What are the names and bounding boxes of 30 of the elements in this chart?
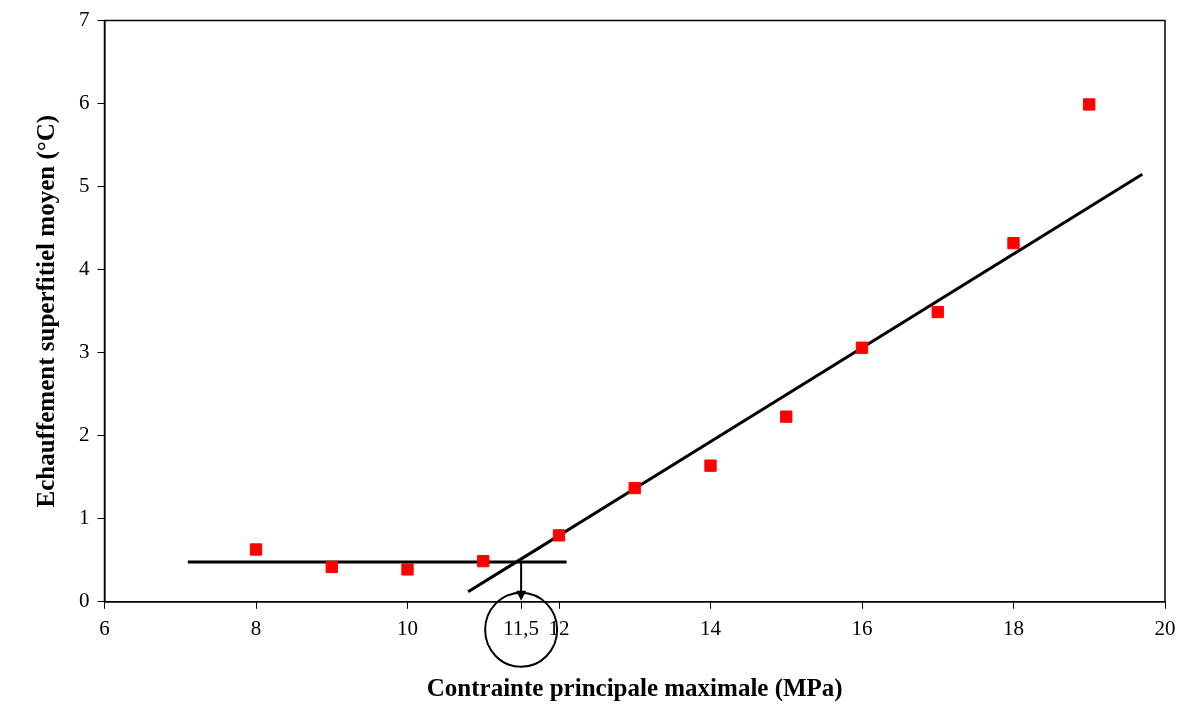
y-tick-label: 3 xyxy=(79,339,90,364)
point xyxy=(931,305,944,319)
y-tick-label: 0 xyxy=(79,588,90,613)
point xyxy=(325,560,338,574)
x-tick-label: 20 xyxy=(1154,615,1176,640)
y-tick-label: 2 xyxy=(79,422,90,447)
x-tick-label: 18 xyxy=(1003,615,1024,640)
y-tick-label: 7 xyxy=(79,7,90,32)
x-tick-label: 14 xyxy=(700,615,722,640)
y-tick-label: 1 xyxy=(79,505,90,530)
point xyxy=(552,529,566,542)
x-tick-label: 11,5 xyxy=(503,615,540,640)
x-tick-label: 16 xyxy=(851,615,873,640)
point xyxy=(1083,98,1096,111)
point xyxy=(1007,236,1020,250)
y-tick-label: 4 xyxy=(79,256,90,281)
y-tick-label: 6 xyxy=(79,90,90,115)
point xyxy=(401,563,414,576)
x-tick-label: 6 xyxy=(99,615,110,640)
y-tick-label: 5 xyxy=(79,173,90,198)
point xyxy=(249,543,263,556)
point xyxy=(780,410,793,423)
x-tick-label: 10 xyxy=(397,615,418,640)
point xyxy=(477,554,490,568)
y-axis-title: Echauffement superfitiel moyen (°C) xyxy=(32,114,61,508)
x-axis-title: Contrainte principale maximale (MPa) xyxy=(426,674,843,703)
point xyxy=(628,481,641,495)
point xyxy=(855,341,869,354)
x-tick-label: 8 xyxy=(250,615,262,640)
point xyxy=(704,459,717,472)
